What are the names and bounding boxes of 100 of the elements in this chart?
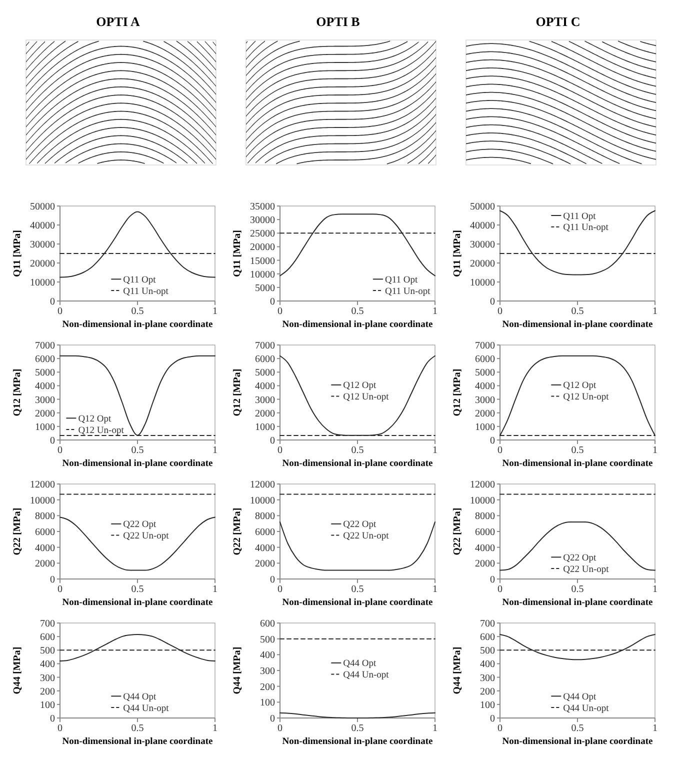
y-tick-label: 400 [260,650,275,662]
x-tick-label: 1 [652,306,658,317]
x-tick-label: 1 [652,584,658,595]
x-tick-label: 0.5 [571,306,584,317]
legend-label: Q11 Un-opt [385,286,431,297]
y-tick-label: 200 [480,686,495,698]
y-tick-label: 0 [490,574,495,586]
y-tick-label: 0 [490,296,495,308]
legend-label: Q12 Un-opt [343,392,390,403]
legend-label: Q22 Un-opt [343,532,390,542]
line-series [60,516,216,571]
x-axis-title: Non-dimensional in-plane coordinate [282,459,433,469]
y-tick-label: 40000 [30,220,55,232]
y-axis-title: Q44 [MPa] [12,646,23,694]
legend-label: Q44 Opt [563,692,596,702]
line-series [60,634,216,662]
y-tick-label: 0 [490,436,495,446]
y-tick-label: 25000 [250,228,275,240]
legend-label: Q22 Un-opt [563,564,610,575]
x-axis-title: Non-dimensional in-plane coordinate [62,459,213,469]
y-tick-label: 300 [480,672,495,684]
y-tick-label: 5000 [475,368,495,379]
x-tick-label: 1 [432,723,438,734]
x-tick-label: 1 [212,306,218,317]
y-tick-label: 3000 [255,394,275,406]
y-tick-label: 0 [270,436,275,446]
y-tick-label: 600 [40,632,55,644]
x-tick-label: 1 [652,723,658,734]
legend-label: Q11 Un-opt [563,223,609,234]
legend-label: Q12 Un-opt [78,426,124,436]
y-tick-label: 500 [480,646,495,657]
x-tick-label: 0.5 [351,584,364,595]
y-tick-label: 500 [40,646,55,657]
x-axis-title: Non-dimensional in-plane coordinate [502,598,653,608]
line-series [500,210,656,276]
y-tick-label: 0 [490,714,495,724]
y-tick-label: 4000 [35,381,55,392]
y-tick-label: 200 [260,682,275,693]
y-tick-label: 30000 [250,215,275,226]
y-tick-label: 300 [40,672,55,684]
y-tick-label: 12000 [30,480,55,490]
y-tick-label: 1000 [255,422,275,433]
y-tick-label: 30000 [470,240,495,250]
y-tick-label: 50000 [30,202,55,212]
y-tick-label: 4000 [475,542,495,554]
y-tick-label: 7000 [255,340,275,352]
y-tick-label: 10000 [470,278,495,288]
y-tick-label: 3000 [35,394,55,406]
y-axis-title: Q12 [MPa] [452,368,463,416]
y-tick-label: 20000 [30,258,55,270]
y-tick-label: 300 [260,666,275,677]
y-axis-title: Q11 [MPa] [232,230,243,277]
x-tick-label: 0 [498,306,502,317]
x-tick-label: 1 [432,445,438,456]
y-tick-label: 600 [480,632,495,644]
x-tick-label: 0.5 [351,723,364,734]
x-axis-title: Non-dimensional in-plane coordinate [282,320,433,330]
y-axis-title: Q22 [MPa] [12,508,23,556]
y-tick-label: 6000 [35,527,55,538]
y-tick-label: 8000 [35,511,55,522]
y-axis-title: Q44 [MPa] [232,646,243,694]
y-tick-label: 0 [50,296,55,308]
chart-title: OPTI B [316,14,360,29]
y-tick-label: 100 [480,700,495,711]
y-tick-label: 5000 [255,368,275,379]
y-tick-label: 10000 [250,495,275,506]
x-tick-label: 0 [278,445,282,456]
legend-label: Q44 Un-opt [563,704,610,714]
y-tick-label: 2000 [475,558,495,570]
y-tick-label: 7000 [475,340,495,352]
y-tick-label: 30000 [30,240,55,250]
y-tick-label: 200 [40,686,55,698]
x-tick-label: 0.5 [131,306,144,317]
y-tick-label: 700 [40,618,55,630]
y-tick-label: 8000 [255,511,275,522]
chart-title: OPTI A [96,14,140,29]
x-tick-label: 1 [212,584,218,595]
y-tick-label: 600 [260,618,275,630]
legend-label: Q11 Un-opt [123,286,169,297]
legend-label: Q22 Opt [563,553,596,564]
y-tick-label: 10000 [250,269,275,280]
x-tick-label: 1 [432,584,438,595]
x-tick-label: 1 [652,445,658,456]
y-tick-label: 3000 [475,394,495,406]
y-tick-label: 12000 [250,480,275,490]
legend-label: Q12 Opt [563,381,596,392]
y-axis-title: Q11 [MPa] [12,230,23,277]
y-tick-label: 20000 [470,258,495,270]
chart-title: OPTI C [536,14,580,29]
x-tick-label: 0.5 [571,445,584,456]
x-tick-label: 1 [212,445,218,456]
x-tick-label: 0 [58,445,62,456]
x-tick-label: 0.5 [351,445,364,456]
y-tick-label: 8000 [475,511,495,522]
y-axis-title: Q12 [MPa] [12,368,23,416]
y-tick-label: 0 [270,714,275,724]
x-axis-title: Non-dimensional in-plane coordinate [62,598,213,608]
y-axis-title: Q22 [MPa] [232,508,243,556]
legend-label: Q22 Opt [123,520,156,530]
y-tick-label: 100 [260,698,275,709]
